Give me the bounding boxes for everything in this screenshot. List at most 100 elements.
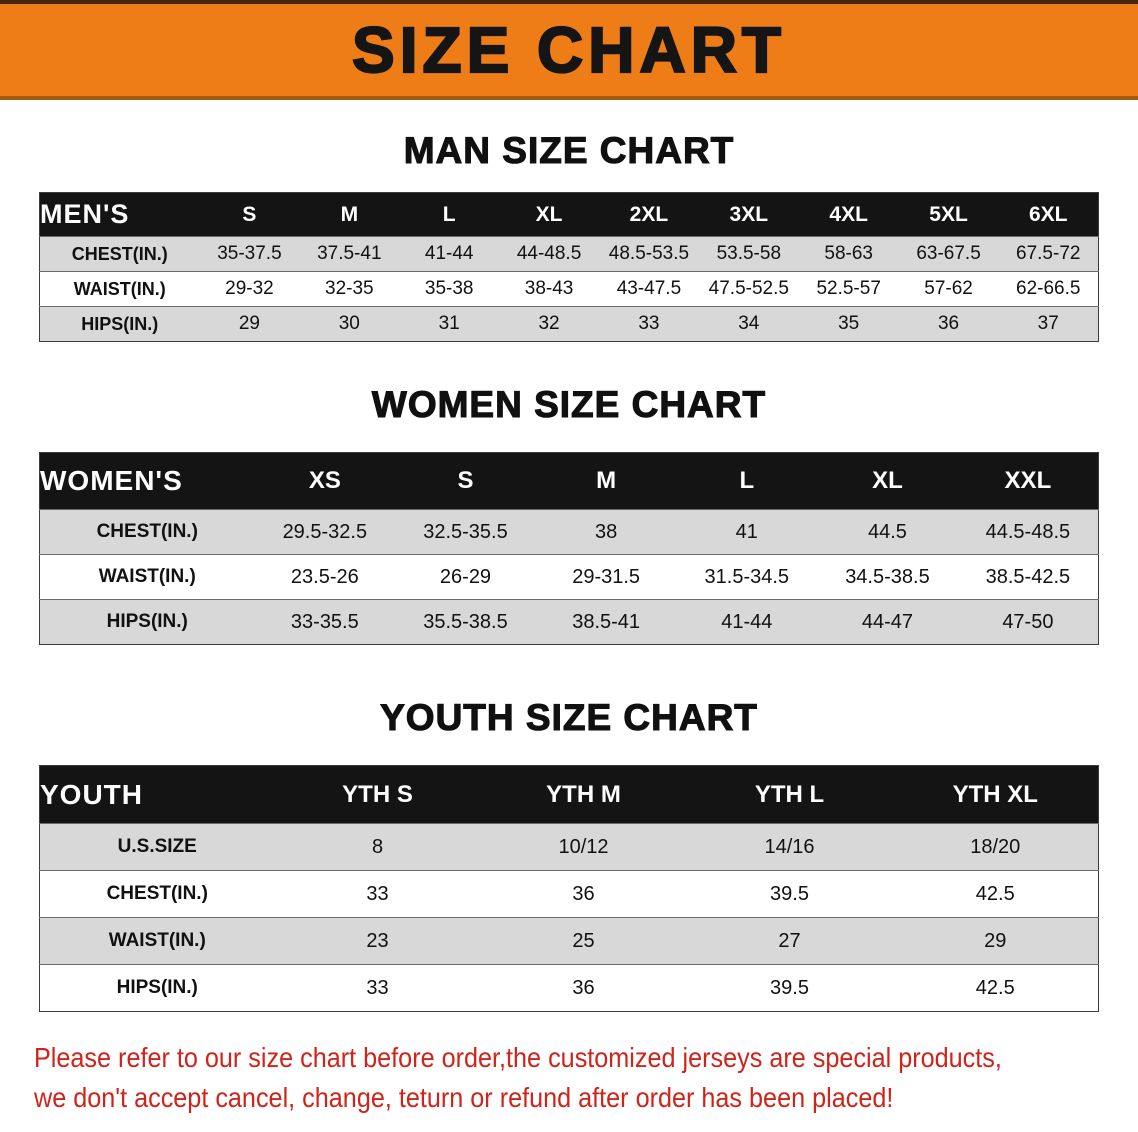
- size-cell: 42.5: [975, 882, 1015, 905]
- size-cell: 38-43: [524, 278, 574, 299]
- row-label-chest: CHEST(IN.): [71, 243, 168, 264]
- size-cell: 47-50: [1002, 610, 1054, 633]
- size-cell: 8: [371, 835, 384, 858]
- size-chart-banner: SIZE CHART: [0, 0, 1138, 100]
- men-waist-row: WAIST(IN.) 29-32 32-35 35-38 38-43 43-47…: [39, 271, 1099, 307]
- men-col-header: 4XL: [829, 202, 868, 226]
- size-cell: 32-35: [325, 278, 374, 299]
- size-cell: 36: [572, 976, 595, 999]
- youth-col-header: YTH L: [754, 780, 825, 808]
- size-cell: 18/20: [970, 835, 1021, 858]
- women-table-title: WOMEN'S: [40, 465, 183, 496]
- size-cell: 29-32: [225, 278, 274, 299]
- youth-waist-row: WAIST(IN.) 23 25 27 29: [39, 917, 1099, 965]
- women-header-row: WOMEN'S XS S M L XL XXL: [39, 452, 1099, 510]
- size-cell: 32.5-35.5: [423, 520, 508, 543]
- row-label-us-size: U.S.SIZE: [117, 836, 197, 857]
- size-cell: 48.5-53.5: [608, 243, 690, 264]
- men-col-header: M: [340, 202, 359, 226]
- size-cell: 32: [538, 313, 560, 334]
- size-cell: 35-38: [424, 278, 474, 299]
- size-cell: 41: [735, 520, 758, 543]
- size-cell: 35: [838, 313, 860, 334]
- banner-title: SIZE CHART: [351, 13, 786, 87]
- size-cell: 26-29: [439, 565, 492, 588]
- size-cell: 44.5: [867, 520, 907, 543]
- size-cell: 34.5-38.5: [845, 565, 930, 588]
- size-cell: 43-47.5: [616, 278, 682, 299]
- men-col-header: S: [242, 202, 257, 226]
- size-cell: 23: [366, 929, 389, 952]
- size-cell: 31: [438, 313, 460, 334]
- size-cell: 44-47: [861, 610, 914, 633]
- youth-table-title: YOUTH: [40, 778, 143, 810]
- size-cell: 37.5-41: [317, 243, 382, 264]
- size-cell: 33-35.5: [290, 610, 359, 633]
- women-col-header: L: [739, 467, 755, 494]
- size-cell: 41-44: [424, 243, 474, 264]
- size-cell: 44-48.5: [516, 243, 582, 264]
- size-cell: 27: [778, 929, 801, 952]
- youth-section-heading: YOUTH SIZE CHART: [380, 696, 758, 738]
- size-cell: 53.5-58: [716, 243, 782, 264]
- size-cell: 30: [338, 313, 360, 334]
- women-section-heading: WOMEN SIZE CHART: [371, 383, 767, 425]
- size-cell: 47.5-52.5: [708, 278, 789, 299]
- row-label-chest: CHEST(IN.): [106, 883, 208, 904]
- women-hips-row: HIPS(IN.) 33-35.5 35.5-38.5 38.5-41 41-4…: [39, 599, 1099, 645]
- size-cell: 14/16: [764, 835, 815, 858]
- notice-line-2: we don't accept cancel, change, teturn o…: [34, 1082, 894, 1113]
- youth-col-header: YTH XL: [952, 780, 1038, 808]
- youth-hips-row: HIPS(IN.) 33 36 39.5 42.5: [39, 964, 1099, 1012]
- size-cell: 29-31.5: [572, 565, 641, 588]
- youth-chest-row: CHEST(IN.) 33 36 39.5 42.5: [39, 870, 1099, 918]
- women-col-header: XL: [872, 467, 903, 494]
- women-size-section: WOMEN SIZE CHART WOMEN'S XS S M L XL XXL…: [0, 383, 1138, 645]
- size-cell: 25: [572, 929, 595, 952]
- youth-header-row: YOUTH YTH S YTH M YTH L YTH XL: [39, 765, 1099, 824]
- size-cell: 39.5: [770, 882, 809, 905]
- footer-notice: Please refer to our size chart before or…: [0, 1038, 1138, 1118]
- row-label-waist: WAIST(IN.): [98, 566, 196, 587]
- youth-size-section: YOUTH SIZE CHART YOUTH YTH S YTH M YTH L…: [0, 696, 1138, 1012]
- size-cell: 29: [238, 313, 260, 334]
- men-hips-row: HIPS(IN.) 29 30 31 32 33 34 35 36 37: [39, 306, 1099, 342]
- men-table-title: MEN'S: [40, 199, 130, 229]
- men-col-header: L: [442, 202, 456, 226]
- size-cell: 31.5-34.5: [704, 565, 790, 588]
- size-cell: 42.5: [975, 976, 1015, 999]
- size-cell: 33: [366, 976, 389, 999]
- size-cell: 10/12: [558, 835, 609, 858]
- man-section-heading: MAN SIZE CHART: [403, 129, 735, 171]
- men-col-header: 3XL: [729, 202, 769, 226]
- row-label-waist: WAIST(IN.): [73, 278, 166, 299]
- size-cell: 33: [638, 313, 660, 334]
- size-cell: 36: [937, 313, 960, 334]
- men-col-header: XL: [535, 202, 563, 226]
- size-cell: 33: [366, 882, 389, 905]
- row-label-hips: HIPS(IN.): [116, 977, 198, 998]
- notice-line-1: Please refer to our size chart before or…: [34, 1042, 1002, 1073]
- men-col-header: 5XL: [929, 202, 968, 226]
- size-cell: 57-62: [924, 278, 973, 299]
- youth-col-header: YTH S: [342, 780, 413, 808]
- size-cell: 58-63: [824, 243, 873, 264]
- women-col-header: XS: [308, 467, 341, 494]
- row-label-hips: HIPS(IN.): [106, 611, 188, 632]
- youth-ussize-row: U.S.SIZE 8 10/12 14/16 18/20: [39, 823, 1099, 871]
- size-cell: 35.5-38.5: [423, 610, 508, 633]
- men-header-row: MEN'S S M L XL 2XL 3XL 4XL 5XL 6XL: [39, 192, 1099, 237]
- size-cell: 38.5-42.5: [985, 565, 1071, 588]
- men-size-table: MEN'S S M L XL 2XL 3XL 4XL 5XL 6XL CHEST…: [39, 192, 1099, 342]
- size-cell: 29: [984, 929, 1007, 952]
- women-size-table: WOMEN'S XS S M L XL XXL CHEST(IN.) 29.5-…: [39, 452, 1099, 645]
- men-col-header: 2XL: [629, 202, 669, 226]
- row-label-chest: CHEST(IN.): [96, 521, 198, 542]
- row-label-waist: WAIST(IN.): [108, 930, 206, 951]
- women-col-header: M: [596, 467, 617, 494]
- size-cell: 38: [595, 520, 618, 543]
- women-col-header: S: [457, 467, 474, 494]
- size-cell: 34: [738, 313, 760, 334]
- size-cell: 63-67.5: [916, 243, 981, 264]
